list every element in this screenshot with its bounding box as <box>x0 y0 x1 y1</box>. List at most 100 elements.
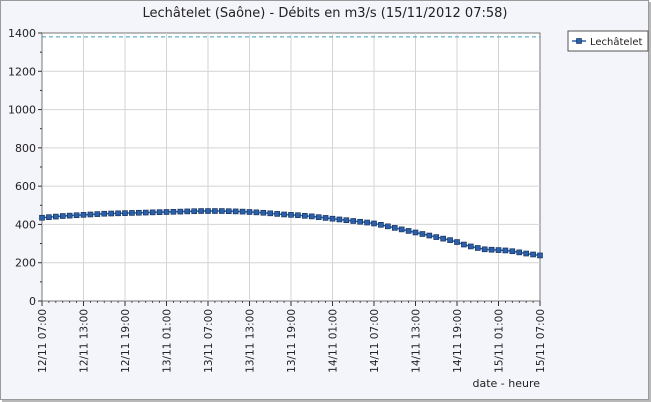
data-point <box>530 251 536 258</box>
data-point <box>357 218 363 225</box>
data-point <box>253 209 260 216</box>
legend: Lechâtelet <box>567 30 649 52</box>
y-tick-label: 1400 <box>8 27 36 40</box>
x-tick-label: 15/11 01:00 <box>494 309 506 373</box>
x-tick-label: 12/11 13:00 <box>79 309 91 373</box>
data-point <box>502 247 509 254</box>
y-tick-label: 0 <box>29 295 36 308</box>
data-point <box>115 210 121 217</box>
data-point <box>537 252 543 259</box>
data-point <box>170 208 177 215</box>
data-point <box>281 211 287 218</box>
data-point <box>447 237 453 243</box>
data-point <box>440 235 446 242</box>
data-point <box>523 250 529 257</box>
data-point <box>481 246 488 253</box>
data-point <box>184 208 191 215</box>
data-point <box>350 218 357 224</box>
data-point <box>191 208 197 215</box>
data-point <box>87 211 94 218</box>
data-point <box>267 210 274 217</box>
data-point <box>260 209 267 216</box>
data-point <box>461 241 467 248</box>
data-point <box>509 248 516 255</box>
data-point <box>156 209 163 215</box>
x-tick-label: 14/11 07:00 <box>369 309 381 373</box>
x-tick-label: 13/11 01:00 <box>162 309 174 373</box>
x-tick-label: 14/11 19:00 <box>452 309 464 373</box>
data-point <box>205 208 211 214</box>
data-point <box>364 219 370 226</box>
legend-marker <box>576 38 582 44</box>
data-point <box>288 212 294 218</box>
x-tick-label: 12/11 19:00 <box>120 309 132 373</box>
data-point <box>80 212 87 218</box>
data-point <box>39 214 45 221</box>
data-point <box>136 209 142 216</box>
data-point <box>142 209 149 216</box>
y-tick-label: 400 <box>15 218 36 231</box>
data-point <box>343 217 350 224</box>
x-axis-label: date - heure <box>472 377 540 390</box>
data-point <box>177 208 184 215</box>
data-point <box>454 239 460 245</box>
data-point <box>225 208 232 215</box>
data-point <box>405 228 412 234</box>
data-point <box>101 210 108 217</box>
data-point <box>468 243 474 250</box>
data-point <box>274 211 280 217</box>
x-tick-label: 14/11 13:00 <box>411 309 423 373</box>
data-point <box>371 220 377 227</box>
data-point <box>385 223 391 230</box>
data-point <box>66 212 73 219</box>
data-point <box>59 213 66 219</box>
y-tick-label: 1000 <box>8 104 36 117</box>
data-point <box>412 229 419 236</box>
data-point <box>398 226 405 233</box>
y-tick-label: 600 <box>15 180 36 193</box>
data-point <box>129 210 135 216</box>
y-tick-label: 200 <box>15 257 36 270</box>
data-point <box>329 215 336 222</box>
data-point <box>302 213 308 219</box>
data-point <box>295 212 301 219</box>
data-point <box>426 232 433 239</box>
data-point <box>495 247 502 253</box>
data-point <box>246 209 253 215</box>
x-tick-label: 14/11 01:00 <box>328 309 340 373</box>
data-point <box>488 246 495 253</box>
data-point <box>122 210 128 216</box>
data-point <box>433 234 440 240</box>
data-point <box>239 208 246 215</box>
data-point <box>53 213 59 220</box>
x-tick-label: 13/11 13:00 <box>245 309 257 373</box>
data-point <box>219 208 225 214</box>
x-tick-label: 12/11 07:00 <box>37 309 49 373</box>
data-point <box>516 249 523 256</box>
data-point <box>315 214 322 220</box>
data-point <box>198 208 204 214</box>
legend-label: Lechâtelet <box>590 36 643 48</box>
data-point <box>149 209 156 216</box>
data-point <box>46 214 52 220</box>
chart-title: Lechâtelet (Saône) - Débits en m3/s (15/… <box>143 6 508 21</box>
data-point <box>474 245 481 251</box>
data-point <box>419 231 426 237</box>
y-tick-label: 800 <box>15 142 36 155</box>
data-point <box>336 216 343 223</box>
data-point <box>308 213 315 220</box>
data-point <box>232 208 239 215</box>
data-point <box>391 225 398 231</box>
data-point <box>378 222 384 228</box>
data-point <box>94 211 101 217</box>
x-tick-label: 15/11 07:00 <box>535 309 547 373</box>
data-point <box>163 209 170 215</box>
x-tick-label: 13/11 19:00 <box>286 309 298 373</box>
y-tick-label: 1200 <box>8 65 36 78</box>
data-point <box>108 210 114 217</box>
data-point <box>322 215 329 221</box>
data-point <box>212 208 218 214</box>
data-point <box>73 212 80 219</box>
x-tick-label: 13/11 07:00 <box>203 309 215 373</box>
